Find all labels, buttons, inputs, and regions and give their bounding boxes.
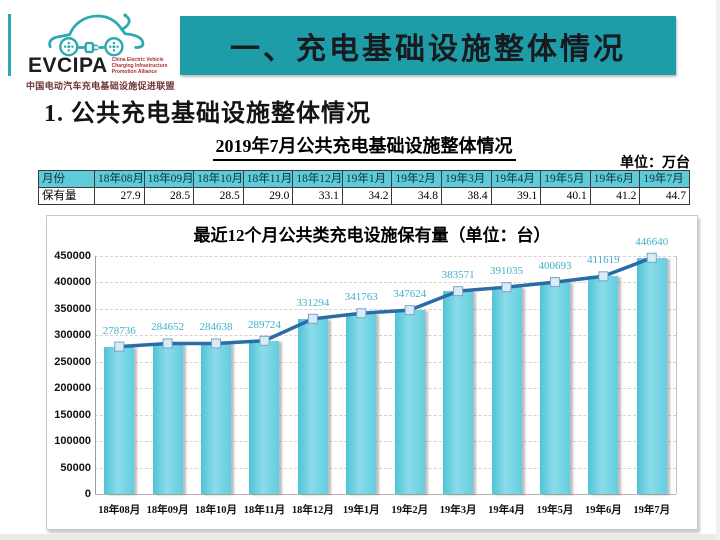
y-axis-tick-label: 350000 bbox=[54, 302, 91, 315]
table-header-cell: 19年5月 bbox=[540, 170, 591, 188]
x-axis-tick-label: 19年1月 bbox=[342, 505, 380, 516]
y-axis-tick-label: 400000 bbox=[54, 276, 91, 289]
monthly-table: 月份 18年08月 18年09月 18年10月 18年11月 18年12月 19年1月 19年… bbox=[38, 170, 690, 205]
table-value-cell: 28.5 bbox=[143, 187, 195, 205]
table-value-cell: 44.7 bbox=[639, 187, 690, 205]
evcipa-logo: EVCIPA China Electric Vehicle Charging I… bbox=[22, 8, 182, 92]
table-header-cell: 19年4月 bbox=[490, 170, 542, 188]
table-header-cell: 月份 bbox=[38, 170, 95, 188]
y-axis-tick-label: 100000 bbox=[54, 435, 91, 448]
bar-value-label: 289724 bbox=[247, 318, 281, 331]
table-value-cell: 38.4 bbox=[441, 187, 492, 205]
section-banner-title: 一、充电基础设施整体情况 bbox=[230, 32, 626, 66]
grid-line bbox=[95, 414, 676, 416]
x-axis-tick-label: 18年09月 bbox=[146, 505, 189, 516]
y-axis-tick-label: 0 bbox=[84, 488, 91, 500]
x-axis-tick-label: 19年6月 bbox=[584, 505, 622, 516]
y-axis-tick-label: 250000 bbox=[54, 355, 91, 368]
y-axis-line bbox=[95, 256, 96, 494]
grid-line bbox=[95, 467, 676, 469]
grid-line bbox=[95, 441, 676, 443]
table-value-cell: 39.1 bbox=[490, 187, 542, 205]
x-axis-tick-label: 18年11月 bbox=[243, 505, 286, 516]
table-value-cell: 33.1 bbox=[292, 187, 343, 205]
x-axis-tick-label: 19年7月 bbox=[633, 505, 671, 516]
grid-line bbox=[95, 361, 676, 363]
x-axis-tick-label: 19年5月 bbox=[536, 505, 574, 516]
table-value-cell: 40.1 bbox=[540, 187, 591, 205]
ev-car-charging-icon bbox=[48, 13, 145, 57]
y-axis-tick-label: 50000 bbox=[60, 461, 91, 474]
x-axis-tick-label: 19年4月 bbox=[488, 505, 525, 516]
table-value-cell: 29.0 bbox=[242, 187, 294, 205]
bar bbox=[346, 313, 377, 494]
subsection-heading: 1. 公共充电基础设施整体情况 bbox=[44, 101, 371, 127]
bar bbox=[297, 318, 328, 494]
x-axis-tick-label: 18年10月 bbox=[195, 505, 238, 516]
table-header-cell: 19年3月 bbox=[441, 170, 492, 188]
table-value-cell: 34.2 bbox=[341, 187, 393, 205]
chart: 最近12个月公共类充电设施保有量（单位：台） 0 50000 100000 15000… bbox=[46, 215, 698, 530]
y-axis-tick-label: 200000 bbox=[54, 382, 91, 395]
bar-value-label: 446640 bbox=[635, 235, 669, 248]
bar bbox=[201, 343, 232, 494]
logo-tagline-line: Promotion Alliance bbox=[111, 69, 158, 75]
bar bbox=[539, 282, 570, 494]
logo-tagline-line: Charging Infrastructure bbox=[111, 63, 168, 69]
page-right-edge bbox=[716, 0, 720, 540]
y-axis-tick-label: 450000 bbox=[54, 250, 91, 262]
left-accent-bar bbox=[8, 14, 11, 76]
table-header-cell: 18年10月 bbox=[193, 170, 244, 188]
page-bottom-edge bbox=[0, 534, 720, 540]
bar-value-label: 347624 bbox=[393, 288, 427, 301]
chart-title: 最近12个月公共类充电设施保有量（单位：台） bbox=[193, 226, 551, 245]
bar bbox=[104, 346, 135, 494]
table-value-cell: 27.9 bbox=[94, 187, 145, 205]
x-axis-tick-label: 19年2月 bbox=[391, 505, 429, 516]
logo-tagline-line: China Electric Vehicle bbox=[111, 57, 164, 63]
table-title-wrap: 2019年7月公共充电基础设施整体情况 bbox=[38, 132, 690, 161]
bar bbox=[491, 287, 522, 494]
x-axis-line bbox=[95, 494, 676, 495]
table-header-cell: 19年7月 bbox=[639, 170, 690, 188]
section-banner: 一、充电基础设施整体情况 bbox=[180, 16, 676, 75]
logo-brand-text: EVCIPA bbox=[28, 54, 108, 77]
x-axis-tick-label: 18年12月 bbox=[291, 505, 334, 516]
table-header-cell: 19年2月 bbox=[391, 170, 443, 188]
logo-chinese-name: 中国电动汽车充电基础设施促进联盟 bbox=[26, 81, 175, 91]
table-unit-label: 单位：万台 bbox=[620, 156, 690, 171]
table-header-cell: 18年12月 bbox=[292, 170, 343, 188]
grid-line bbox=[95, 388, 676, 390]
bar bbox=[443, 291, 474, 494]
bar bbox=[249, 340, 280, 494]
table-header-cell: 18年08月 bbox=[94, 170, 145, 188]
table-header-cell: 19年1月 bbox=[341, 170, 393, 188]
bar bbox=[588, 276, 619, 494]
table-row-label: 保有量 bbox=[38, 187, 95, 205]
table-header-cell: 19年6月 bbox=[589, 170, 641, 188]
bar bbox=[394, 310, 425, 494]
bar bbox=[152, 343, 183, 494]
bar-value-label: 411619 bbox=[587, 254, 620, 267]
table-header-cell: 18年11月 bbox=[242, 170, 294, 188]
bar bbox=[636, 257, 667, 494]
table-value-cell: 41.2 bbox=[589, 187, 641, 205]
x-axis-tick-label: 18年08月 bbox=[98, 505, 141, 516]
table-header-cell: 18年09月 bbox=[143, 170, 195, 188]
table-value-cell: 28.5 bbox=[193, 187, 244, 205]
table-title: 2019年7月公共充电基础设施整体情况 bbox=[212, 132, 516, 161]
logo-tagline: China Electric Vehicle Charging Infrastr… bbox=[112, 57, 168, 76]
y-axis-tick-label: 150000 bbox=[54, 408, 91, 421]
table-value-cell: 34.8 bbox=[391, 187, 443, 205]
y-axis-tick-label: 300000 bbox=[54, 329, 91, 342]
x-axis-tick-label: 19年3月 bbox=[439, 505, 477, 516]
plot-right-border bbox=[676, 256, 677, 494]
